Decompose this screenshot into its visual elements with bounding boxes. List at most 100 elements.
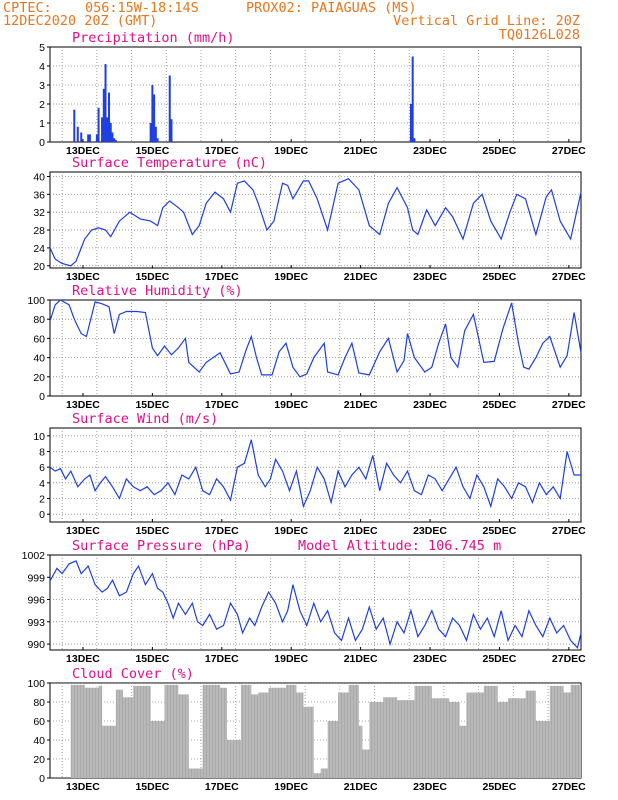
precipitation-ytick: 4 bbox=[39, 61, 45, 73]
temperature-frame bbox=[49, 171, 582, 269]
grid-note: Vertical Grid Line: 20Z bbox=[393, 13, 580, 29]
humidity-ytick: 60 bbox=[33, 333, 45, 345]
cloud-xtick: 25DEC bbox=[483, 781, 517, 793]
precipitation-ytick: 0 bbox=[39, 137, 45, 149]
date-label: 12DEC2020 20Z (GMT) bbox=[3, 13, 157, 29]
pressure-xtick: 25DEC bbox=[483, 653, 517, 665]
cloud-ytick: 60 bbox=[33, 716, 45, 728]
temperature-ytick: 36 bbox=[33, 189, 45, 201]
precipitation-bar bbox=[95, 134, 98, 142]
precipitation-bar bbox=[97, 107, 100, 142]
precipitation-bar bbox=[411, 56, 414, 142]
precipitation-bar bbox=[106, 117, 109, 142]
humidity-frame bbox=[49, 299, 582, 397]
pressure-xtick: 27DEC bbox=[552, 653, 586, 665]
coords-label: 056:15W-18:14S bbox=[85, 0, 199, 16]
wind-title: Surface Wind (m/s) bbox=[72, 411, 218, 427]
cloud-xtick: 21DEC bbox=[344, 781, 378, 793]
temperature-ytick: 20 bbox=[33, 261, 45, 273]
cloud-ytick: 40 bbox=[33, 735, 45, 747]
precipitation-ytick: 3 bbox=[39, 80, 45, 92]
precipitation-bar bbox=[113, 138, 116, 142]
wind-ytick: 8 bbox=[39, 447, 45, 459]
precipitation-ytick: 2 bbox=[39, 99, 45, 111]
pressure-xtick: 21DEC bbox=[344, 653, 378, 665]
cloud-panel: 13DEC 15DEC 17DEC 19DEC 21DEC 23DEC 25DEC 27DEC… bbox=[27, 666, 586, 793]
wind-xtick: 15DEC bbox=[135, 525, 169, 537]
precipitation-frame bbox=[49, 46, 582, 143]
precipitation-bar bbox=[87, 134, 90, 142]
precipitation-xtick: 27DEC bbox=[552, 145, 586, 157]
panels: 13DEC 15DEC 17DEC 19DEC 21DEC 23DEC 25DEC 27DEC… bbox=[22, 30, 587, 793]
wind-ytick: 10 bbox=[33, 431, 45, 443]
humidity-xtick: 17DEC bbox=[205, 399, 239, 411]
precipitation-xtick: 21DEC bbox=[344, 145, 378, 157]
cloud-area bbox=[50, 684, 581, 778]
humidity-ytick: 20 bbox=[33, 372, 45, 384]
humidity-ytick: 80 bbox=[33, 314, 45, 326]
pressure-frame bbox=[49, 554, 582, 651]
wind-xtick: 25DEC bbox=[483, 525, 517, 537]
temperature-title: Surface Temperature (nC) bbox=[72, 155, 267, 171]
humidity-xtick: 27DEC bbox=[552, 399, 586, 411]
precipitation-bar bbox=[153, 94, 156, 142]
pressure-xtick: 19DEC bbox=[274, 653, 308, 665]
precipitation-bar bbox=[413, 138, 416, 142]
station-label: PROX02: PAIAGUAS (MS) bbox=[246, 0, 417, 16]
precipitation-xtick: 23DEC bbox=[413, 145, 447, 157]
wind-ytick: 4 bbox=[39, 478, 45, 490]
humidity-ytick: 100 bbox=[27, 295, 45, 307]
precipitation-bar bbox=[109, 123, 112, 142]
precipitation-panel: 13DEC 15DEC 17DEC 19DEC 21DEC 23DEC 25DEC 27DEC… bbox=[39, 30, 586, 157]
temperature-ytick: 32 bbox=[33, 207, 45, 219]
precipitation-title: Precipitation (mm/h) bbox=[72, 30, 235, 46]
cloud-xtick: 17DEC bbox=[205, 781, 239, 793]
pressure-title: Surface Pressure (hPa) bbox=[72, 538, 251, 554]
cloud-ytick: 100 bbox=[27, 678, 45, 690]
pressure-xtick: 13DEC bbox=[66, 653, 100, 665]
wind-line bbox=[49, 439, 581, 509]
wind-panel: 13DEC 15DEC 17DEC 19DEC 21DEC 23DEC 25DEC 27DEC… bbox=[33, 411, 586, 537]
pressure-annotation: Model Altitude: 106.745 m bbox=[298, 538, 501, 554]
temperature-xtick: 13DEC bbox=[66, 271, 100, 283]
humidity-xtick: 19DEC bbox=[274, 399, 308, 411]
precipitation-xtick: 25DEC bbox=[483, 145, 517, 157]
temperature-ytick: 24 bbox=[33, 243, 45, 255]
wind-ytick: 2 bbox=[39, 494, 45, 506]
org-label: CPTEC: bbox=[3, 0, 52, 16]
temperature-xtick: 25DEC bbox=[483, 271, 517, 283]
header: CPTEC: 056:15W-18:14S PROX02: PAIAGUAS (… bbox=[3, 0, 580, 43]
temperature-xtick: 27DEC bbox=[552, 271, 586, 283]
pressure-xtick: 15DEC bbox=[135, 653, 169, 665]
precipitation-bar bbox=[73, 109, 76, 142]
humidity-xtick: 25DEC bbox=[483, 399, 517, 411]
humidity-title: Relative Humidity (%) bbox=[72, 283, 243, 299]
humidity-ytick: 0 bbox=[39, 391, 45, 403]
pressure-ytick: 996 bbox=[27, 595, 45, 607]
temperature-panel: 13DEC 15DEC 17DEC 19DEC 21DEC 23DEC 25DEC 27DEC… bbox=[33, 155, 586, 283]
precipitation-bar bbox=[111, 132, 114, 142]
pressure-ytick: 990 bbox=[27, 639, 45, 651]
cloud-ytick: 80 bbox=[33, 697, 45, 709]
cloud-xtick: 15DEC bbox=[135, 781, 169, 793]
wind-xtick: 19DEC bbox=[274, 525, 308, 537]
precipitation-bar bbox=[168, 75, 171, 142]
humidity-line bbox=[49, 299, 582, 378]
humidity-xtick: 21DEC bbox=[344, 399, 378, 411]
wind-xtick: 27DEC bbox=[552, 525, 586, 537]
precipitation-bar bbox=[101, 117, 104, 142]
humidity-xtick: 13DEC bbox=[66, 399, 100, 411]
precipitation-bar bbox=[151, 85, 154, 142]
temperature-xtick: 21DEC bbox=[344, 271, 378, 283]
cloud-ytick: 0 bbox=[39, 773, 45, 785]
pressure-ytick: 1002 bbox=[22, 550, 46, 562]
pressure-line bbox=[49, 560, 582, 650]
wind-xtick: 17DEC bbox=[205, 525, 239, 537]
precipitation-bar bbox=[170, 119, 173, 142]
precipitation-bar bbox=[156, 138, 159, 142]
humidity-ytick: 40 bbox=[33, 353, 45, 365]
pressure-xtick: 17DEC bbox=[205, 653, 239, 665]
cloud-ytick: 20 bbox=[33, 754, 45, 766]
temperature-xtick: 23DEC bbox=[413, 271, 447, 283]
